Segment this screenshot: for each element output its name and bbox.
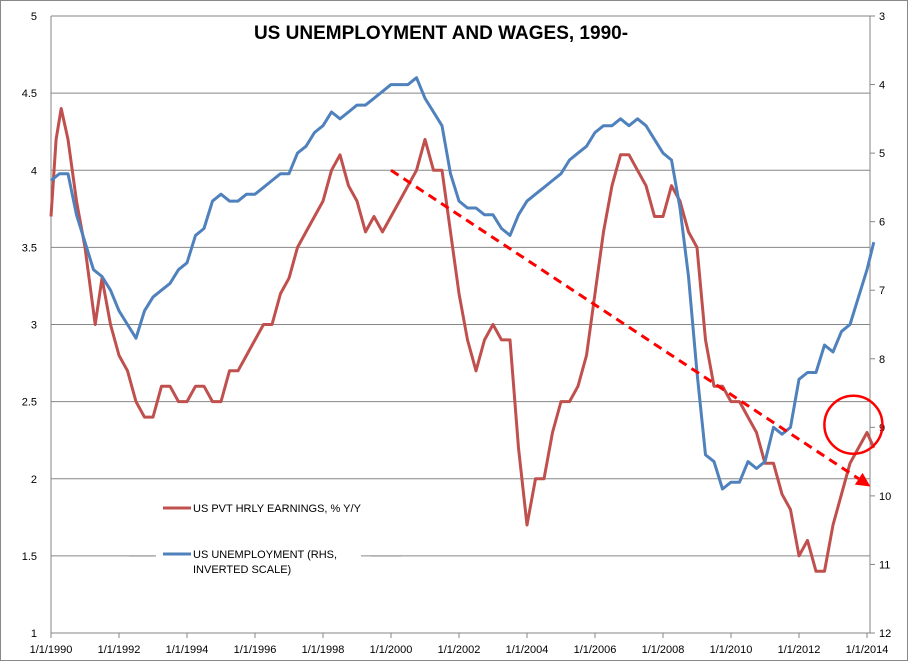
x-tick-label: 1/1/1998 — [302, 644, 345, 656]
trend-arrow-head — [854, 472, 871, 487]
x-tick-label: 1/1/1994 — [166, 644, 209, 656]
y-right-tick-label: 3 — [879, 11, 885, 23]
x-tick-label: 1/1/2004 — [506, 644, 549, 656]
y-right-tick-label: 4 — [879, 80, 885, 92]
x-tick-label: 1/1/1996 — [234, 644, 277, 656]
x-tick-label: 1/1/1992 — [98, 644, 141, 656]
x-tick-label: 1/1/2008 — [642, 644, 685, 656]
x-tick-label: 1/1/2002 — [438, 644, 481, 656]
y-left-tick-label: 1.5 — [22, 551, 37, 563]
y-right-tick-label: 12 — [879, 628, 891, 640]
highlight-circle — [823, 394, 884, 456]
y-left-tick-label: 2 — [31, 474, 37, 486]
y-right-tick-label: 5 — [879, 148, 885, 160]
y-left-tick-label: 3.5 — [22, 242, 37, 254]
y-left-tick-label: 4 — [31, 165, 37, 177]
y-right-tick-label: 6 — [879, 217, 885, 229]
legend-label-line2: INVERTED SCALE) — [193, 564, 291, 576]
x-tick-label: 1/1/2014 — [846, 644, 889, 656]
x-tick-label: 1/1/2010 — [710, 644, 753, 656]
x-tick-label: 1/1/2006 — [574, 644, 617, 656]
y-right-tick-label: 8 — [879, 354, 885, 366]
trend-arrow-line — [390, 168, 860, 481]
x-tick-label: 1/1/2012 — [778, 644, 821, 656]
legend-label-unemployment: US UNEMPLOYMENT (RHS, INVERTED SCALE) — [193, 549, 340, 576]
y-right-tick-label: 10 — [879, 491, 891, 503]
legend-label-line1: US UNEMPLOYMENT (RHS, — [193, 549, 337, 561]
chart-title: US UNEMPLOYMENT AND WAGES, 1990- — [254, 23, 628, 44]
x-tick-label: 1/1/2000 — [370, 644, 413, 656]
legend: US PVT HRLY EARNINGS, % Y/Y US UNEMPLOYM… — [163, 503, 362, 576]
y-left-tick-label: 5 — [31, 11, 37, 23]
earnings-line — [49, 107, 876, 573]
y-right-tick-label: 11 — [879, 559, 890, 571]
unemployment-line — [50, 76, 876, 491]
y-left-tick-label: 2.5 — [22, 397, 37, 409]
legend-label-earnings: US PVT HRLY EARNINGS, % Y/Y — [193, 503, 362, 515]
y-left-tick-label: 1 — [31, 628, 37, 640]
y-left-tick-label: 4.5 — [22, 88, 37, 100]
y-left-tick-label: 3 — [31, 320, 37, 332]
x-tick-label: 1/1/1990 — [30, 644, 73, 656]
y-right-tick-label: 7 — [879, 285, 885, 297]
